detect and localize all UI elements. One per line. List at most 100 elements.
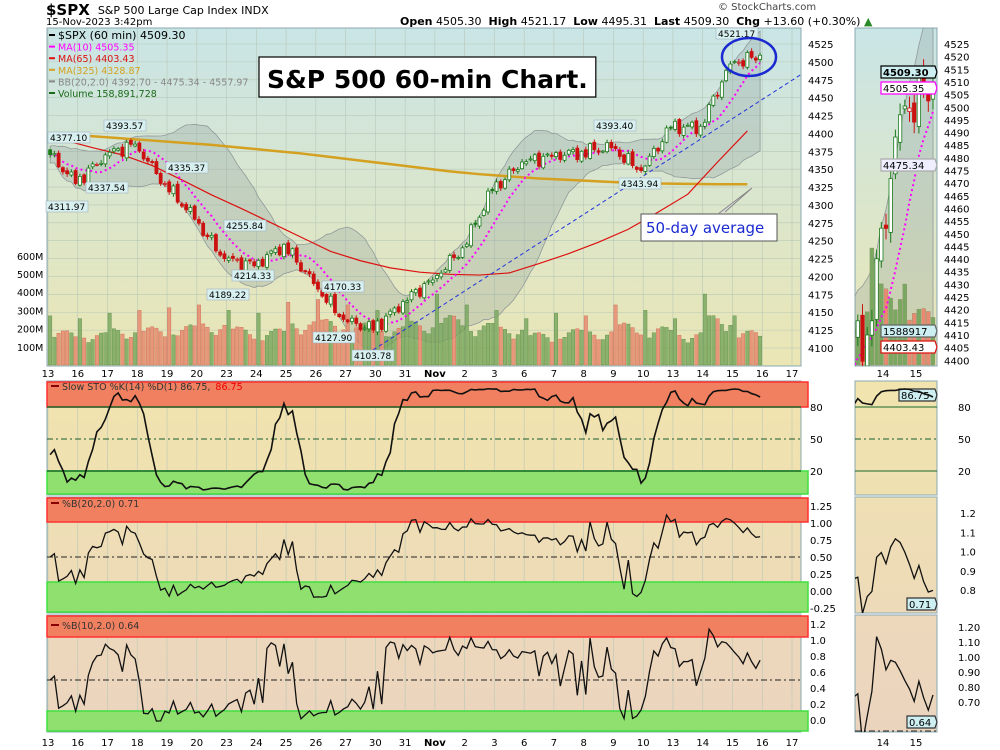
date-tick: 16 — [71, 369, 84, 380]
price-label: 4127.90 — [315, 334, 352, 344]
candle-body — [469, 224, 473, 247]
candle-body — [60, 167, 65, 173]
candle-body — [600, 150, 605, 153]
price-label-box — [165, 161, 209, 174]
date-tick-bottom: 17 — [101, 738, 114, 749]
date-tick-bottom: 13 — [667, 738, 680, 749]
volume-bar — [294, 328, 299, 366]
candle-body — [596, 150, 601, 153]
volume-bar — [596, 339, 601, 366]
candle-body — [430, 279, 435, 284]
candle-body — [660, 141, 665, 152]
high-value: 4521.17 — [520, 15, 567, 28]
candle-body — [685, 124, 690, 127]
date-tick: 6 — [521, 369, 527, 380]
volume-bar — [481, 325, 486, 366]
candle-body — [269, 250, 274, 254]
candle-body — [741, 60, 745, 67]
sto-overbought-zone — [46, 381, 809, 408]
symbol-name: S&P 500 Large Cap Index INDX — [98, 4, 269, 17]
legend-price: $SPX (60 min) 4509.30 — [58, 29, 185, 42]
candle-body — [732, 61, 737, 63]
candle-body — [707, 104, 711, 123]
zoom-price-tick: 4445 — [944, 242, 969, 253]
price-tick: 4500 — [808, 58, 833, 69]
date-tick: 3 — [491, 369, 497, 380]
pb10-tick: 1.0 — [810, 636, 826, 647]
pb20-tick: 0.75 — [810, 536, 832, 547]
candle-body — [907, 107, 912, 113]
candle-body — [571, 149, 575, 153]
date-tick-bottom: 13 — [42, 738, 55, 749]
volume-bar — [69, 332, 74, 366]
volume-bar — [622, 322, 626, 366]
candle-body — [158, 173, 163, 184]
pb20-tick: 0.00 — [810, 587, 832, 598]
volume-bar — [566, 332, 571, 366]
sto-tick: 20 — [810, 467, 823, 478]
price-tick: 4100 — [808, 344, 833, 355]
volume-bar — [736, 337, 741, 366]
volume-tick: 200M — [17, 325, 43, 336]
volume-bar — [605, 334, 609, 366]
candle-body — [69, 171, 74, 176]
candle-body — [209, 235, 214, 238]
date-tick-bottom: 26 — [309, 738, 322, 749]
candle-body — [879, 227, 884, 262]
legend-swatch-icon — [49, 92, 55, 94]
candle-body — [681, 126, 686, 136]
candle-body — [163, 183, 167, 185]
legend-swatch-icon — [49, 80, 55, 83]
pb20-tag-box — [906, 597, 938, 611]
volume-bar — [90, 339, 95, 366]
candle-body — [367, 321, 371, 330]
zoom-date-tick: 15 — [910, 369, 923, 380]
date-tick: 9 — [610, 369, 616, 380]
candle-body — [855, 331, 856, 333]
volume-bar — [651, 332, 656, 366]
exchange: INDX — [241, 4, 269, 17]
sto-title: Slow STO %K(14) %D(1) 86.75, — [62, 382, 210, 393]
zoom-price-tick: 4505 — [944, 91, 969, 102]
candle-body — [341, 314, 346, 320]
pb20-oversold-zone — [46, 581, 809, 613]
date-tick-bottom: 16 — [756, 738, 769, 749]
open-label: Open — [400, 15, 433, 28]
sto-tag: 86.75 — [901, 391, 930, 402]
candle-body — [698, 125, 703, 136]
candle-body — [528, 158, 533, 161]
legend-volume: Volume 158,891,728 — [58, 89, 157, 100]
date-tick: 26 — [309, 369, 322, 380]
price-tick: 4475 — [808, 76, 833, 87]
volume-bar — [690, 338, 695, 366]
volume-bar — [282, 330, 286, 366]
sto-tag-box — [898, 388, 938, 402]
volume-bar — [307, 324, 312, 366]
volume-bar — [745, 330, 750, 366]
volume-bar — [447, 315, 452, 366]
date-tick: 13 — [667, 369, 680, 380]
zoom-price-tick: 4475 — [944, 167, 969, 178]
volume-bar — [362, 322, 367, 366]
candle-body — [384, 315, 388, 332]
candle-body — [860, 314, 865, 362]
candle-body — [418, 287, 422, 297]
candle-body — [307, 271, 312, 275]
volume-bar — [188, 324, 193, 366]
bollinger-band — [49, 30, 761, 351]
candle-body — [48, 149, 53, 156]
volume-bar — [60, 330, 65, 366]
pb10-tick: 1.2 — [810, 620, 826, 631]
ma10-line — [50, 62, 761, 326]
volume-bar — [443, 317, 448, 366]
candle-body — [855, 320, 860, 338]
volume-bar — [260, 340, 265, 366]
high-label: High — [488, 15, 518, 28]
volume-bar — [239, 327, 244, 366]
volume-bar — [613, 304, 618, 366]
date-tick: 17 — [786, 369, 799, 380]
candle-body — [630, 151, 635, 166]
zoom-sto-tick: 80 — [958, 403, 971, 414]
zoom-price-tick: 4490 — [944, 129, 969, 140]
